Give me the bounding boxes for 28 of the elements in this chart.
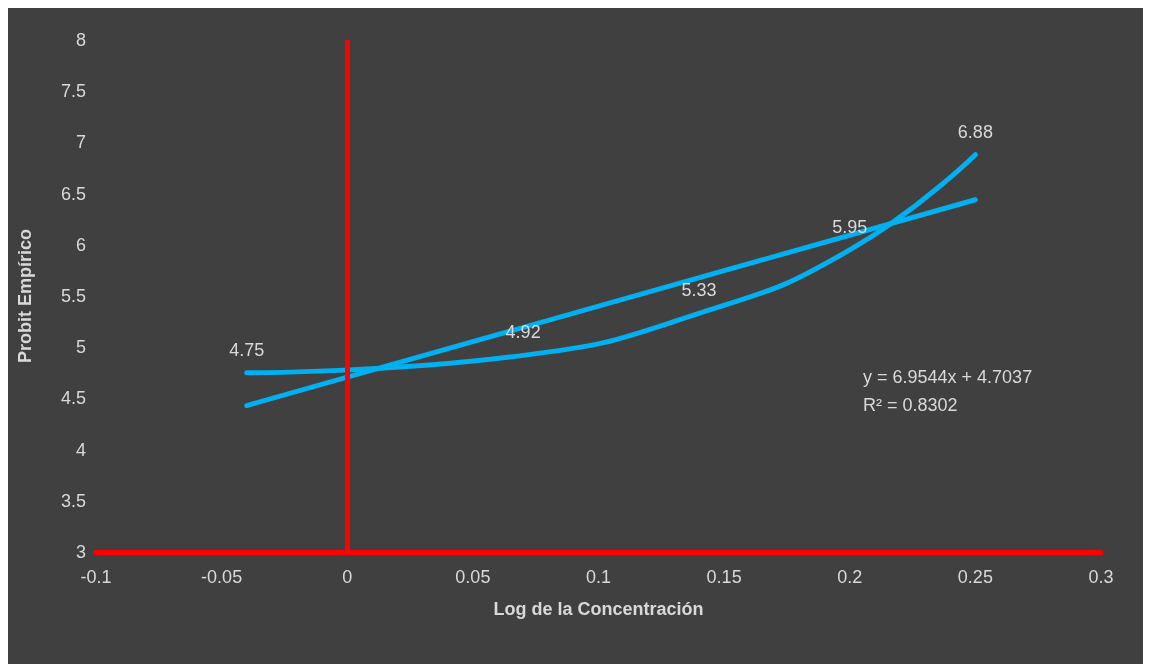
y-tick-label: 4.5 [60, 388, 86, 409]
y-tick-label: 6 [75, 234, 86, 255]
y-tick-label: 4 [75, 439, 86, 460]
x-tick-label: -0.1 [80, 567, 112, 587]
data-label: 5.95 [832, 216, 868, 237]
y-tick-label: 3.5 [60, 490, 86, 511]
y-tick-label: 7.5 [60, 81, 86, 102]
y-tick-label: 6.5 [60, 183, 86, 204]
x-tick-label: 0.05 [455, 567, 491, 587]
y-tick-label: 8 [75, 30, 86, 50]
data-label: 4.75 [229, 339, 265, 360]
data-label: 6.88 [957, 121, 993, 142]
y-tick-label: 5.5 [60, 286, 86, 306]
x-axis-title: Log de la Concentración [493, 599, 704, 619]
annotation: y = 6.9544x + 4.7037 [863, 367, 1033, 387]
x-tick-label: -0.05 [201, 567, 243, 587]
y-tick-label: 3 [75, 542, 86, 562]
x-tick-label: 0.1 [585, 567, 612, 587]
x-tick-label: 0.3 [1088, 567, 1114, 587]
x-tick-label: 0.2 [837, 567, 863, 587]
x-tick-label: 0.15 [706, 567, 742, 587]
y-tick-label: 7 [75, 132, 86, 153]
x-tick-label: 0 [342, 567, 353, 587]
y-axis-title: Probit Empírico [15, 228, 35, 364]
annotation: R² = 0.8302 [863, 395, 958, 415]
data-label: 5.33 [681, 280, 717, 301]
y-tick-label: 5 [75, 337, 86, 358]
x-tick-label: 0.25 [957, 567, 993, 587]
